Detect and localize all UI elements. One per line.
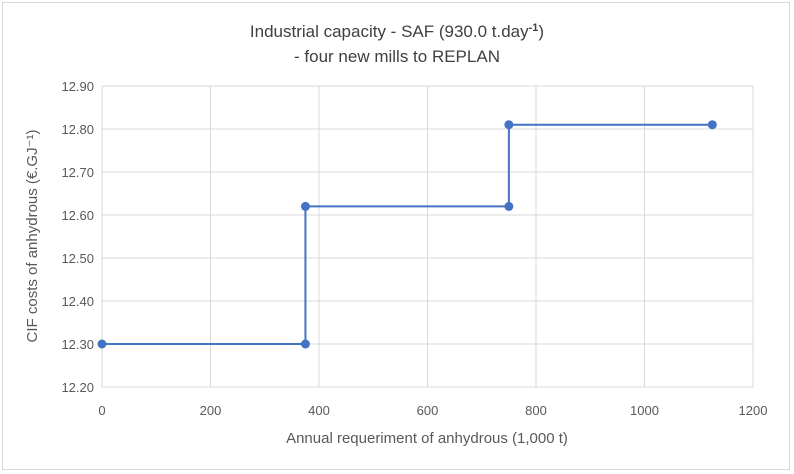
x-tick-label: 1000 (630, 403, 659, 418)
data-point (504, 120, 514, 130)
x-tick-label: 0 (98, 403, 105, 418)
chart-title-line-1: Industrial capacity - SAF (930.0 t.day-1… (250, 22, 544, 41)
chart-frame (2, 2, 790, 470)
data-point (504, 201, 514, 211)
chart-title-superscript: -1 (529, 22, 539, 34)
data-point (707, 120, 717, 130)
x-tick-label: 200 (200, 403, 222, 418)
y-tick-label: 12.30 (61, 337, 94, 352)
y-tick-label: 12.80 (61, 122, 94, 137)
x-tick-label: 600 (417, 403, 439, 418)
y-tick-label: 12.50 (61, 251, 94, 266)
data-point (300, 201, 310, 211)
x-axis-title: Annual requeriment of anhydrous (1,000 t… (286, 430, 568, 447)
y-tick-label: 12.90 (61, 79, 94, 94)
grid-layer (101, 85, 754, 388)
series-layer (97, 120, 717, 349)
x-tick-label: 400 (308, 403, 330, 418)
chart-title-line-2: - four new mills to REPLAN (294, 47, 500, 66)
y-tick-label: 12.60 (61, 208, 94, 223)
data-point (300, 339, 310, 349)
x-tick-label: 1200 (739, 403, 768, 418)
y-tick-label: 12.70 (61, 165, 94, 180)
axis-layer: 12.20 12.30 12.40 12.50 12.60 12.70 12.80 12.90… (61, 79, 767, 418)
y-axis-title: CIF costs of anhydrous (€.GJ⁻¹) (24, 130, 41, 343)
y-tick-label: 12.40 (61, 294, 94, 309)
x-tick-label: 800 (525, 403, 547, 418)
y-tick-label: 12.20 (61, 380, 94, 395)
series-line (102, 123, 713, 345)
data-point (97, 339, 107, 349)
